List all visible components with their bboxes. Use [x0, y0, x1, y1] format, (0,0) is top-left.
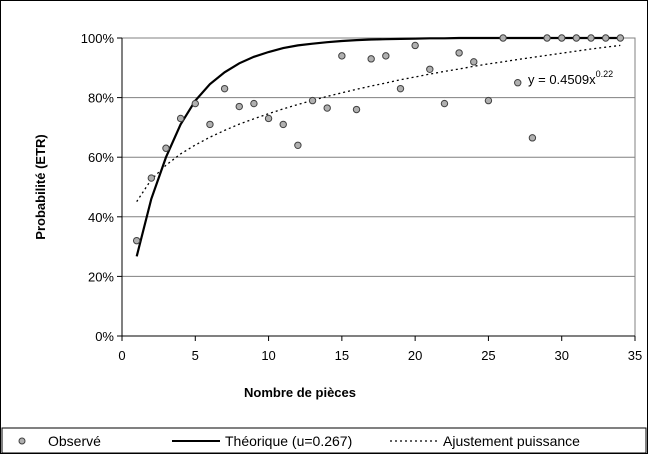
observed-point: [616, 34, 625, 42]
x-tick-label: 0: [118, 348, 125, 363]
observed-point: [455, 49, 463, 57]
observed-point: [587, 34, 595, 42]
observed-point: [264, 114, 273, 123]
y-tick-label: 60%: [88, 150, 114, 165]
observed-point: [147, 174, 156, 182]
observed-point: [382, 52, 390, 60]
y-tick-label: 40%: [88, 210, 114, 225]
power-fit-line: [136, 44, 621, 202]
x-tick-label: 30: [554, 348, 568, 363]
observed-point: [162, 144, 170, 152]
observed-point: [308, 96, 317, 105]
x-tick-label: 10: [261, 348, 275, 363]
observed-point: [396, 84, 405, 93]
y-tick-label: 80%: [88, 91, 114, 106]
legend-power-fit-label: Ajustement puissance: [443, 433, 580, 449]
observed-point: [367, 55, 375, 63]
observed-point: [235, 102, 243, 111]
observed-point: [440, 99, 449, 108]
axes: 0% 20% 40% 60% 80% 100% 0 5 10 15 20 25 30 35: [81, 31, 642, 363]
observed-point: [132, 236, 141, 245]
equation-exponent: 0.22: [596, 69, 614, 79]
x-tick-label: 35: [628, 348, 642, 363]
observed-point: [206, 120, 214, 129]
x-tick-label: 20: [408, 348, 422, 363]
observed-point: [572, 34, 581, 42]
observed-point: [176, 114, 185, 123]
observed-point: [411, 41, 419, 50]
observed-point: [514, 79, 522, 87]
y-axis-label: Probabilité (ETR): [33, 134, 48, 239]
observed-point: [601, 34, 610, 42]
legend: Observé Théorique (u=0.267) Ajustement pui…: [1, 427, 647, 454]
y-tick-label: 20%: [88, 269, 114, 284]
x-tick-label: 15: [335, 348, 349, 363]
observed-point: [220, 84, 229, 93]
x-tick-label: 5: [192, 348, 199, 363]
observed-point: [426, 65, 434, 73]
observed-point: [543, 34, 551, 42]
trendline-equation: y = 0.4509x0.22: [528, 69, 613, 87]
observed-point: [558, 34, 566, 42]
observed-point: [528, 134, 537, 142]
legend-theoretical-label: Théorique (u=0.267): [225, 433, 352, 449]
legend-observed-label: Observé: [48, 433, 101, 449]
legend-marker-observed: [18, 437, 26, 445]
x-tick-label: 25: [481, 348, 495, 363]
theoretical-line: [135, 36, 621, 257]
observed-point: [484, 96, 493, 105]
observed-point: [499, 34, 507, 42]
observed-point: [250, 99, 258, 108]
observed-point: [338, 52, 346, 60]
equation-text: y = 0.4509x: [528, 72, 596, 87]
legend-box: [1, 427, 647, 454]
observed-point: [294, 141, 302, 149]
series-layer: [132, 34, 625, 257]
observed-point: [191, 99, 199, 108]
observed-point: [323, 104, 331, 112]
observed-point: [470, 58, 478, 66]
y-tick-label: 0%: [95, 329, 114, 344]
observed-point: [352, 105, 361, 114]
x-axis-label: Nombre de pièces: [244, 385, 356, 400]
observed-point: [279, 120, 287, 129]
y-tick-label: 100%: [81, 31, 115, 46]
